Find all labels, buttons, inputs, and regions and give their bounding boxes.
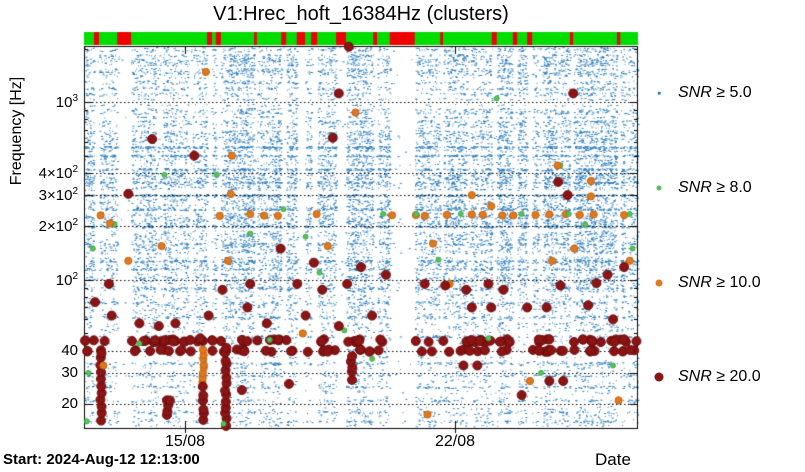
x-axis-title: Date <box>595 450 631 469</box>
x-tick-label: 22/08 <box>434 433 476 450</box>
legend-item-snr20: SNR ≥ 20.0 <box>648 367 805 387</box>
legend-var: SNR <box>678 84 712 101</box>
legend-var: SNR <box>678 368 712 385</box>
snr5-marker-icon <box>657 91 661 95</box>
legend-cond: ≥ 8.0 <box>716 179 752 196</box>
legend-var: SNR <box>678 274 712 291</box>
plot-title: V1:Hrec_hoft_16384Hz (clusters) <box>213 3 509 25</box>
legend-item-snr10: SNR ≥ 10.0 <box>648 273 805 293</box>
snr20-marker-icon <box>654 372 664 382</box>
y-tick-label: 3×102 <box>38 186 78 204</box>
legend-item-snr5: SNR ≥ 5.0 <box>648 83 805 103</box>
snr8-marker-icon <box>656 185 662 191</box>
y-tick-label: 30 <box>61 364 78 381</box>
y-tick-label: 4×102 <box>38 164 78 182</box>
y-tick-label: 103 <box>55 93 78 111</box>
y-tick-label: 2×102 <box>38 217 78 235</box>
start-time-label: Start: 2024-Aug-12 12:13:00 <box>3 451 200 468</box>
y-tick-label: 20 <box>61 395 78 412</box>
legend-cond: ≥ 5.0 <box>716 84 752 101</box>
legend-item-snr8: SNR ≥ 8.0 <box>648 178 805 198</box>
snr10-marker-icon <box>655 279 663 287</box>
y-tick-label: 40 <box>61 342 78 359</box>
legend-cond: ≥ 20.0 <box>716 368 761 385</box>
legend-cond: ≥ 10.0 <box>716 274 761 291</box>
x-tick-label: 15/08 <box>164 433 206 450</box>
legend-var: SNR <box>678 179 712 196</box>
y-tick-label: 102 <box>55 271 78 289</box>
